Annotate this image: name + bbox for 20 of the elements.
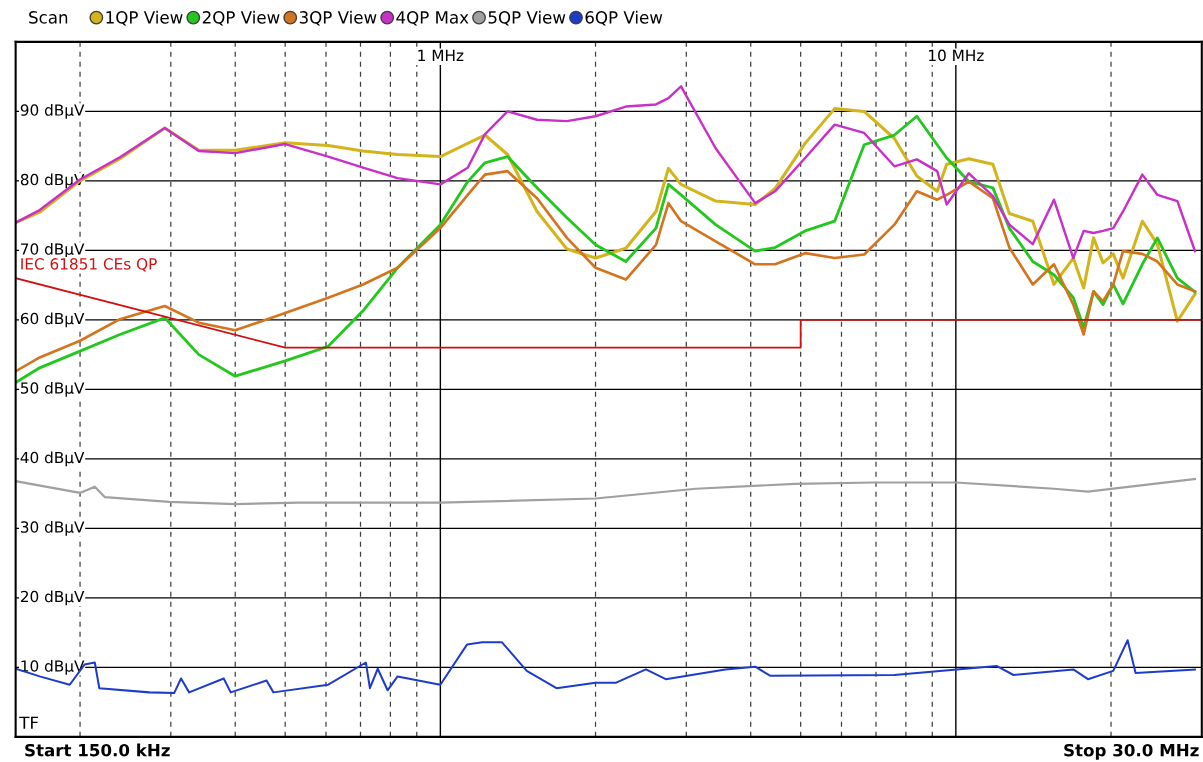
y-tick-label: 20 dBµV [20, 590, 85, 606]
legend-title: Scan [29, 11, 68, 24]
legend-label: 1QP View [106, 10, 183, 26]
y-tick-label: 60 dBµV [20, 312, 85, 328]
legend-label: 4QP Max [396, 11, 469, 26]
y-tick-label: 70 dBµV [21, 243, 85, 258]
x-tick-label: 10 MHz [929, 49, 984, 62]
legend-label: 3QP View [299, 10, 377, 26]
y-tick-label: 30 dBµV [20, 520, 85, 536]
x-tick-label: 1 MHz [418, 49, 464, 61]
legend-label: 5QP View [488, 10, 566, 26]
text: Start 150.0 kHz [25, 743, 170, 757]
y-tick-label: 40 dBµV [20, 451, 85, 467]
legend-label: 2QP View [202, 10, 280, 26]
annotation: TF [19, 716, 39, 729]
text: Stop 30.0 MHz [1064, 743, 1199, 760]
y-tick-label: 50 dBµV [20, 381, 85, 397]
y-tick-label: 90 dBµV [20, 104, 85, 119]
legend-label: 6QP View [585, 10, 663, 26]
series-label: IEC 61851 CEs QP [21, 258, 157, 272]
